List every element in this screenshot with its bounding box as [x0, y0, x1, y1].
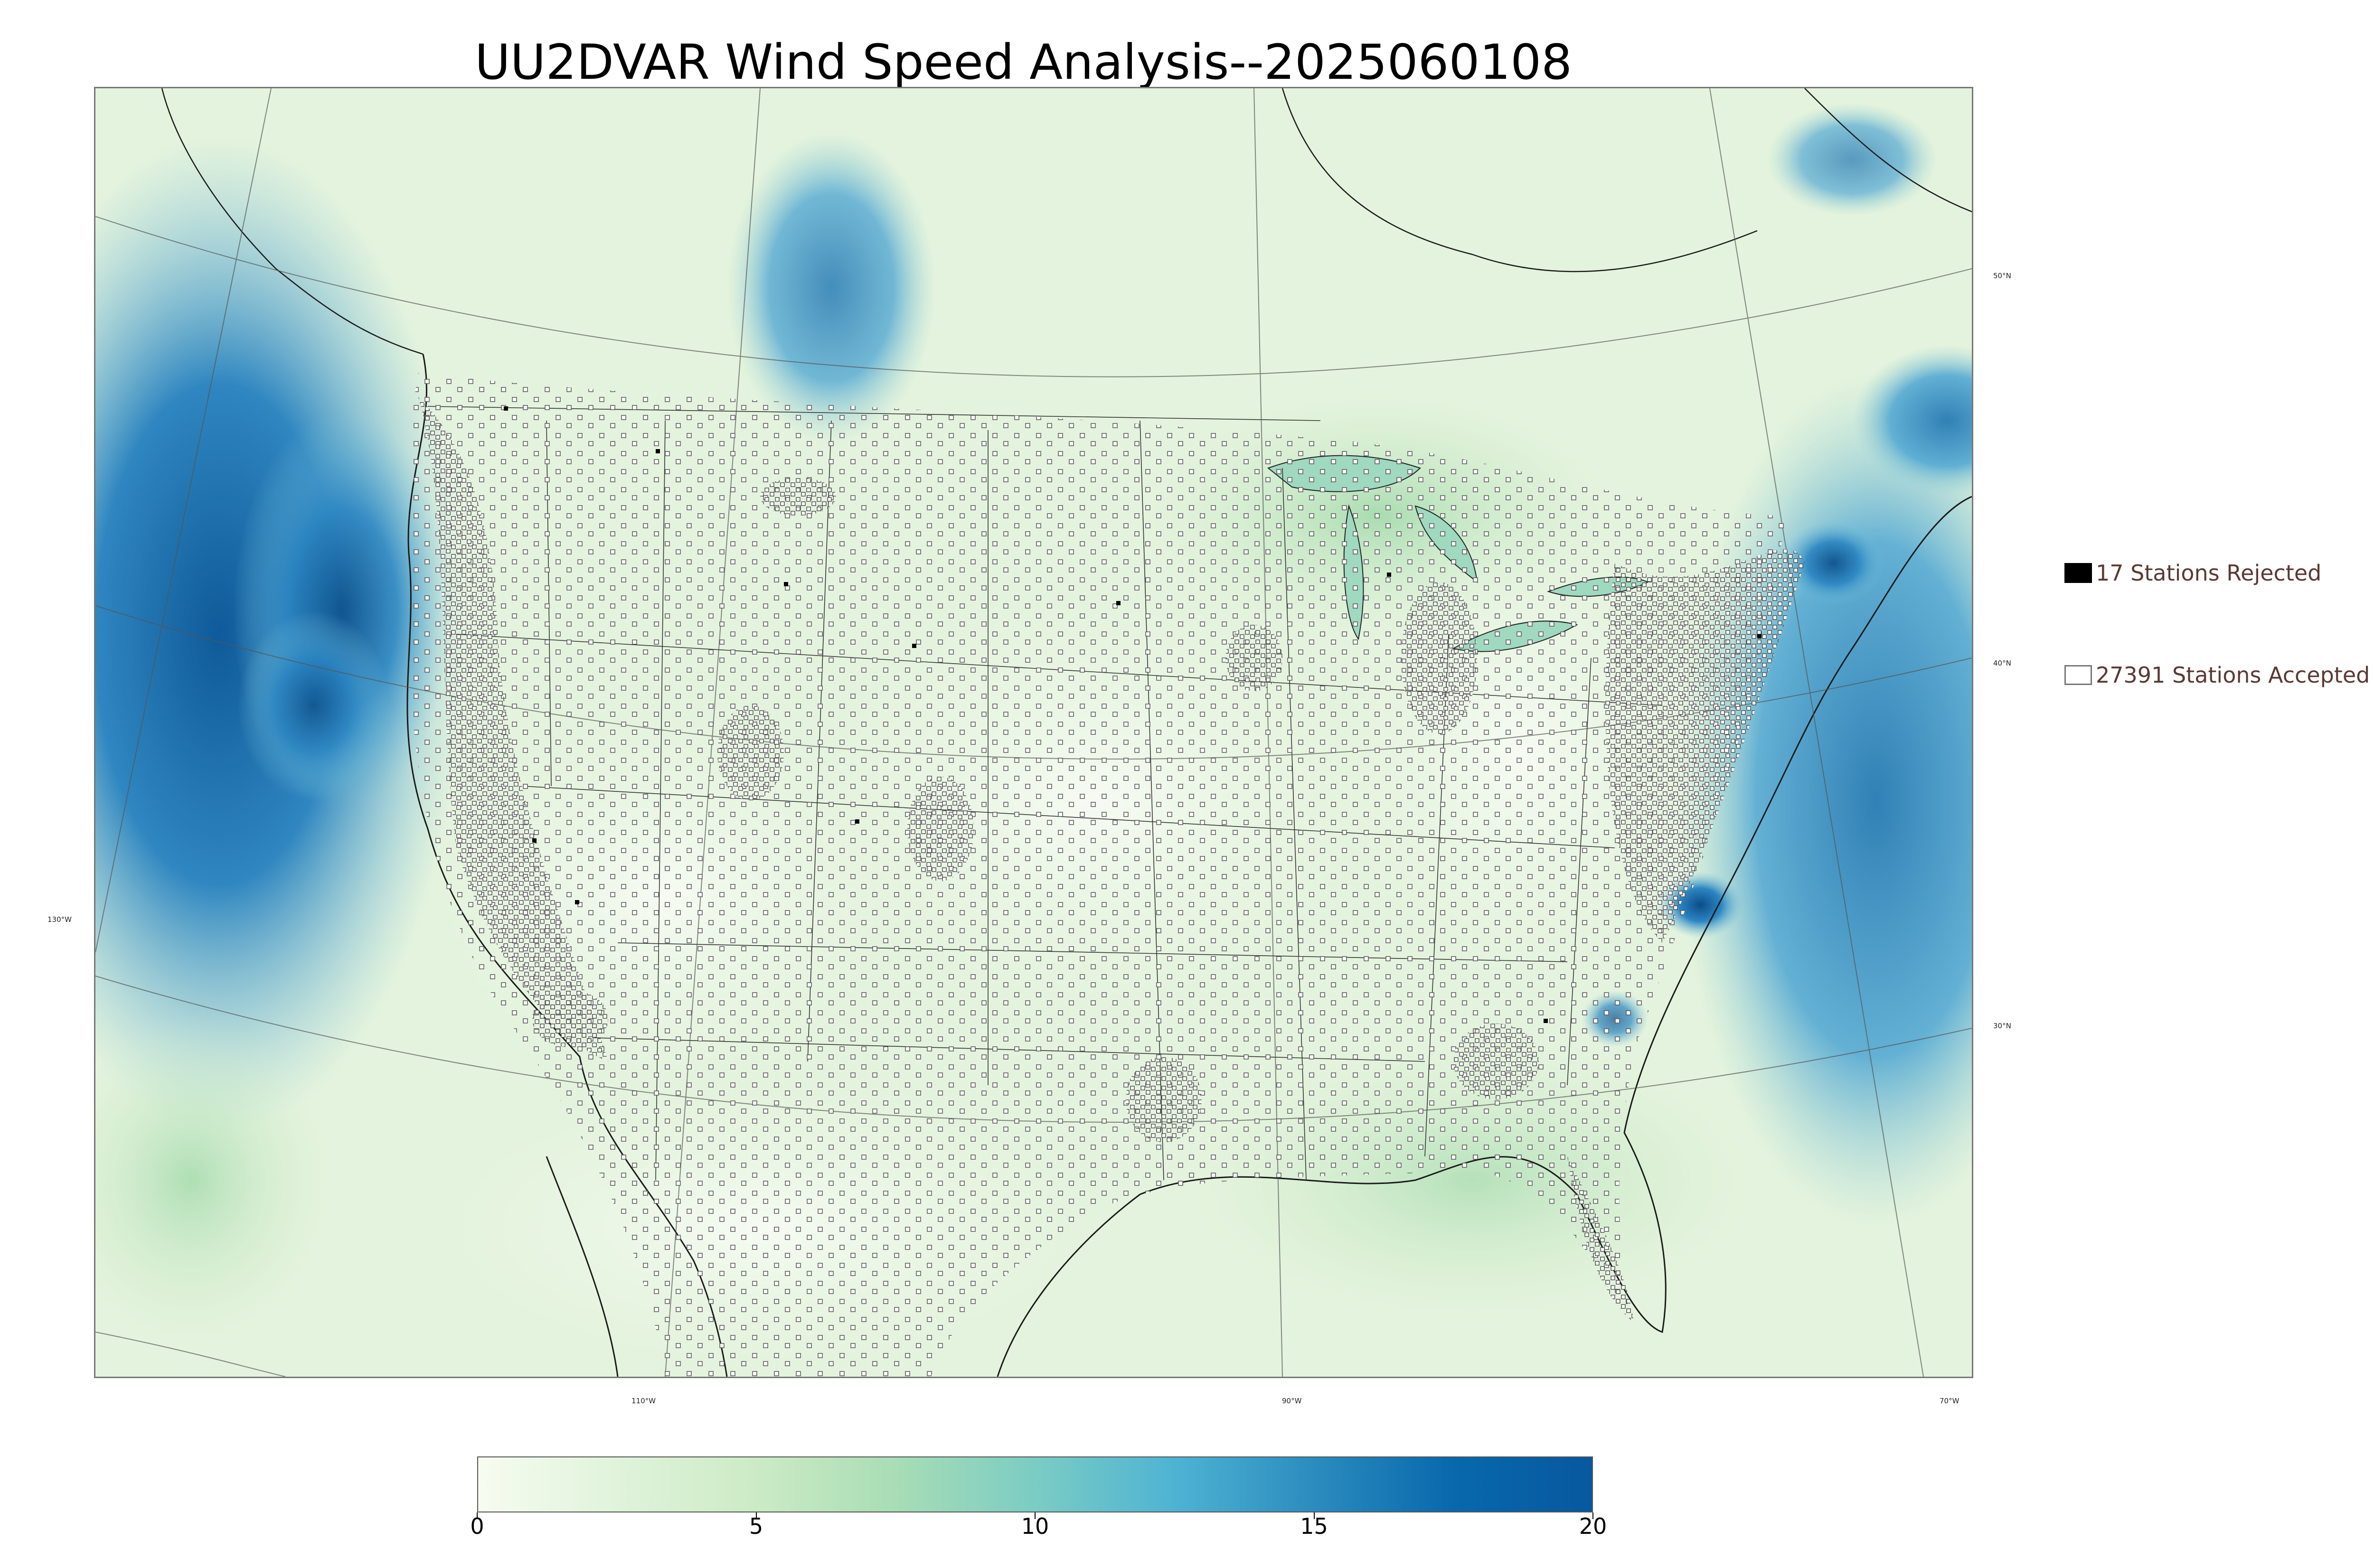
- colorbar-tick-label: 15: [1300, 1513, 1328, 1539]
- lat-label-50n: 50°N: [1993, 272, 2011, 280]
- lat-label-40n: 40°N: [1993, 659, 2011, 667]
- colorbar-tick-mark: [755, 1512, 757, 1519]
- rejected-swatch: [2064, 563, 2092, 583]
- station-markers: [409, 373, 1805, 1377]
- lon-label-130w: 130°W: [47, 915, 72, 924]
- lon-label-90w: 90°W: [1282, 1397, 1302, 1405]
- colorbar-tick-label: 0: [470, 1513, 484, 1539]
- colorbar-tick-mark: [1313, 1512, 1315, 1519]
- colorbar-frame: [477, 1456, 1593, 1512]
- lon-label-70w: 70°W: [1940, 1397, 1959, 1405]
- colorbar-fill: [477, 1456, 1593, 1512]
- colorbar-tick-label: 5: [749, 1513, 763, 1539]
- rejected-label: 17 Stations Rejected: [2096, 560, 2322, 586]
- accepted-label: 27391 Stations Accepted: [2096, 662, 2370, 688]
- colorbar-tick-mark: [1035, 1512, 1036, 1519]
- lat-label-30n: 30°N: [1993, 1022, 2011, 1030]
- legend-rejected: 17 Stations Rejected: [2064, 560, 2321, 586]
- lon-label-110w: 110°W: [631, 1397, 656, 1405]
- map-canvas: [95, 88, 1972, 1377]
- colorbar-tick-label: 20: [1579, 1513, 1607, 1539]
- stations-rejected: [504, 406, 1762, 1023]
- map-title: UU2DVAR Wind Speed Analysis--2025060108: [475, 34, 1573, 91]
- colorbar-tick-mark: [1592, 1512, 1593, 1519]
- accepted-swatch: [2064, 665, 2092, 685]
- colorbar-tick-mark: [477, 1512, 478, 1519]
- colorbar-tick-label: 10: [1021, 1513, 1049, 1539]
- wind-speed-map: [94, 87, 1973, 1378]
- colorbar-ticks: 0 5 10 15 20: [470, 1512, 1607, 1550]
- colorbar: [477, 1456, 1593, 1512]
- legend-accepted: 27391 Stations Accepted: [2064, 662, 2370, 688]
- canada-coast: [161, 88, 1972, 355]
